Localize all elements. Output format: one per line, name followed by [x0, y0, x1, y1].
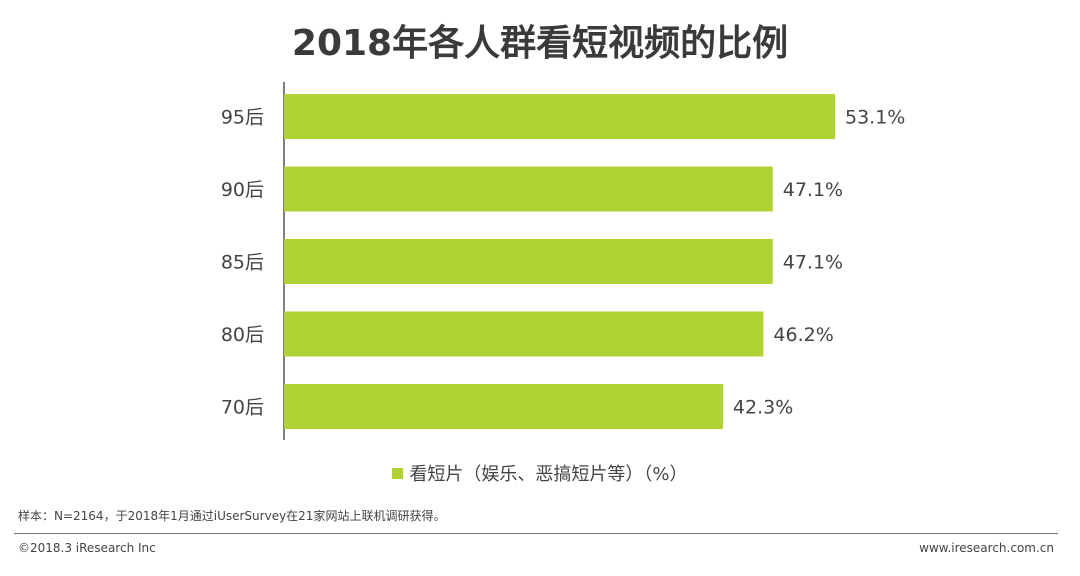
- bar-1: [284, 166, 773, 212]
- category-label: 70后: [221, 397, 264, 419]
- legend-swatch: [392, 467, 404, 479]
- value-label: 42.3%: [733, 397, 793, 419]
- legend: 看短片（娱乐、恶搞短片等）（%）: [0, 460, 1080, 486]
- category-label: 95后: [221, 107, 264, 129]
- footer-divider: [14, 533, 1058, 534]
- value-label: 53.1%: [845, 107, 905, 129]
- bar-3: [284, 311, 764, 357]
- category-label: 80后: [221, 324, 264, 346]
- category-label: 90后: [221, 179, 264, 201]
- value-label: 46.2%: [773, 324, 833, 346]
- source-note: 样本：N=2164，于2018年1月通过iUserSurvey在21家网站上联机…: [18, 509, 446, 523]
- value-label: 47.1%: [783, 252, 843, 274]
- copyright-text: ©2018.3 iResearch Inc: [18, 541, 156, 555]
- bar-0: [284, 94, 835, 139]
- legend-label: 看短片（娱乐、恶搞短片等）（%）: [409, 464, 688, 485]
- chart-title: 2018年各人群看短视频的比例: [291, 23, 789, 64]
- bar-2: [284, 239, 773, 284]
- bar-4: [284, 384, 723, 429]
- value-label: 47.1%: [783, 179, 843, 201]
- website-link: www.iresearch.com.cn: [919, 541, 1054, 555]
- category-label: 85后: [221, 252, 264, 274]
